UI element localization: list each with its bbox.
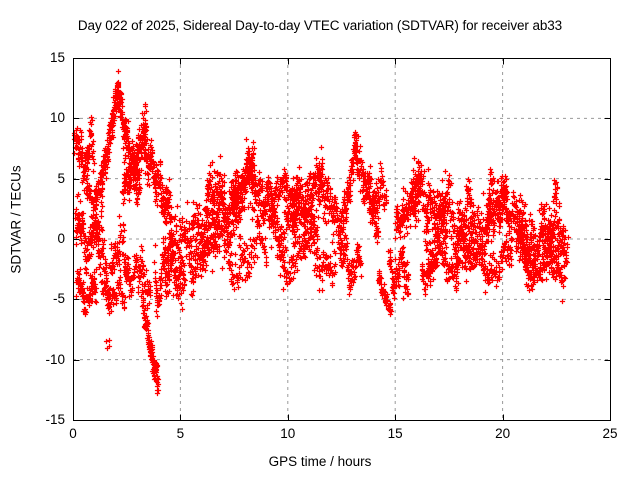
x-tick-label: 25 [602,426,618,441]
x-tick-label: 15 [387,426,403,441]
y-tick-label: -5 [52,291,65,307]
y-tick-label: 15 [49,50,65,65]
x-tick-label: 5 [176,426,185,441]
x-axis-label: GPS time / hours [268,454,372,469]
y-tick-label: -15 [45,412,65,427]
x-tick-label: 20 [495,426,511,441]
x-tick-label: 10 [280,426,296,441]
y-tick-label: 5 [57,170,65,186]
y-tick-label: -10 [45,351,65,367]
chart-title: Day 022 of 2025, Sidereal Day-to-day VTE… [77,18,563,33]
x-tick-label: 0 [69,426,77,441]
y-tick-label: 0 [57,231,65,246]
y-tick-label: 10 [49,110,65,126]
data-points [71,68,572,397]
tick-marks [73,58,611,421]
